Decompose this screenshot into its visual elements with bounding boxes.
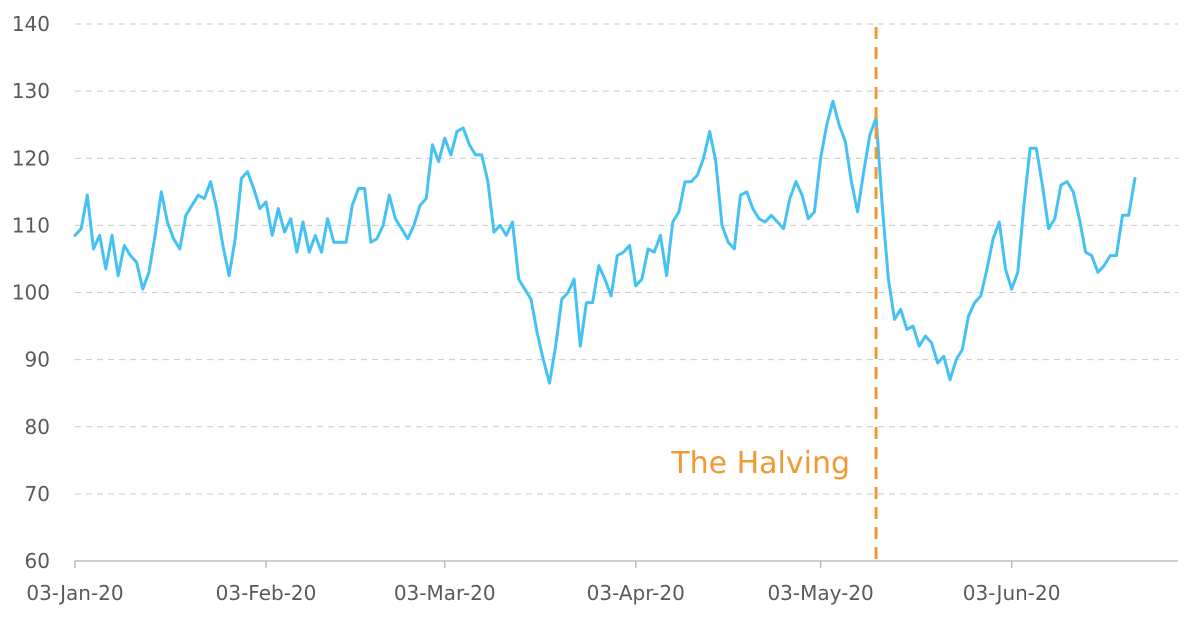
halving-event-label: The Halving xyxy=(670,446,850,481)
y-axis-ticks: 60 70 80 90 100 110 120 130 140 xyxy=(12,12,50,573)
y-tick-label: 120 xyxy=(12,146,50,170)
x-tick-label: 03-Feb-20 xyxy=(216,581,317,605)
y-tick-label: 110 xyxy=(12,213,50,237)
gridlines xyxy=(75,23,1178,495)
x-tick-label: 03-May-20 xyxy=(767,581,873,605)
x-axis-ticks: 03-Jan-20 03-Feb-20 03-Mar-20 03-Apr-20 03-M… xyxy=(26,561,1060,605)
x-tick-label: 03-Jun-20 xyxy=(963,581,1061,605)
x-tick-label: 03-Jan-20 xyxy=(26,581,123,605)
y-tick-label: 90 xyxy=(25,348,50,372)
x-tick-label: 03-Mar-20 xyxy=(394,581,496,605)
y-tick-label: 80 xyxy=(25,415,50,439)
y-tick-label: 60 xyxy=(25,549,50,573)
y-tick-label: 70 xyxy=(25,482,50,506)
y-tick-label: 130 xyxy=(12,79,50,103)
series-line xyxy=(73,99,1137,385)
y-tick-label: 100 xyxy=(12,281,50,305)
y-tick-label: 140 xyxy=(12,12,50,36)
x-tick-label: 03-Apr-20 xyxy=(587,581,685,605)
